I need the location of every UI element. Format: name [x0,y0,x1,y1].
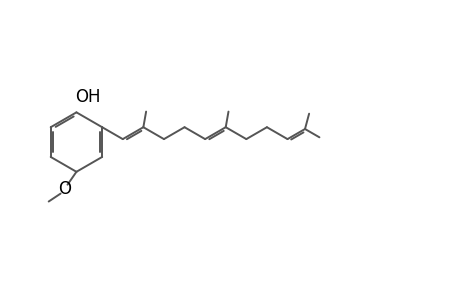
Text: OH: OH [75,88,101,106]
Text: O: O [58,180,71,198]
